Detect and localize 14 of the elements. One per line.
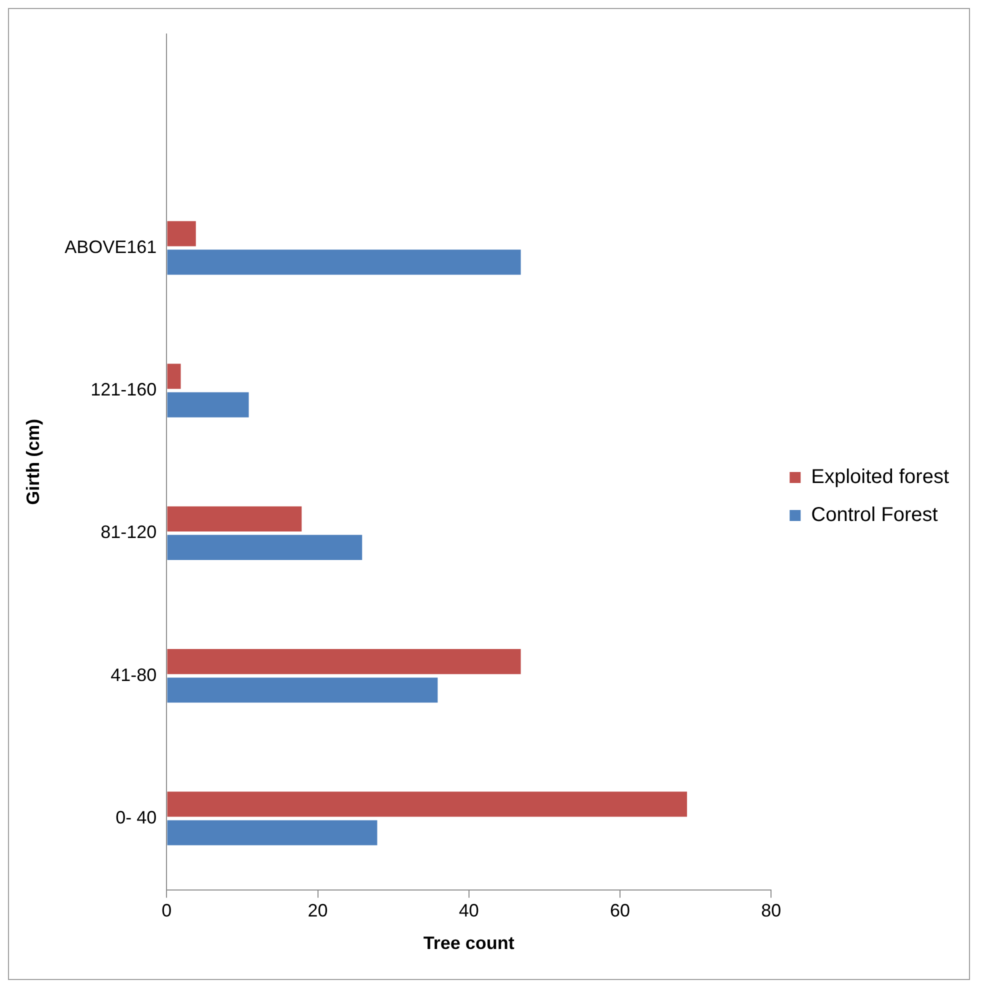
x-tick-label: 60: [610, 900, 630, 921]
legend-label: Exploited forest: [811, 466, 950, 488]
y-tick-label: 121-160: [90, 380, 157, 400]
x-axis-title: Tree count: [423, 933, 514, 954]
x-tick-label: 80: [761, 900, 782, 921]
legend-label: Control Forest: [811, 504, 938, 526]
y-axis-title: Girth (cm): [22, 418, 43, 505]
x-tick-label: 20: [308, 900, 328, 921]
y-tick-label: 81-120: [100, 522, 157, 542]
y-tick-label: ABOVE161: [64, 236, 157, 257]
y-tick-label: 0- 40: [116, 807, 157, 828]
x-tick-label: 0: [162, 900, 172, 921]
x-tick-label: 40: [458, 900, 479, 921]
y-tick-label: 41-80: [110, 664, 157, 685]
